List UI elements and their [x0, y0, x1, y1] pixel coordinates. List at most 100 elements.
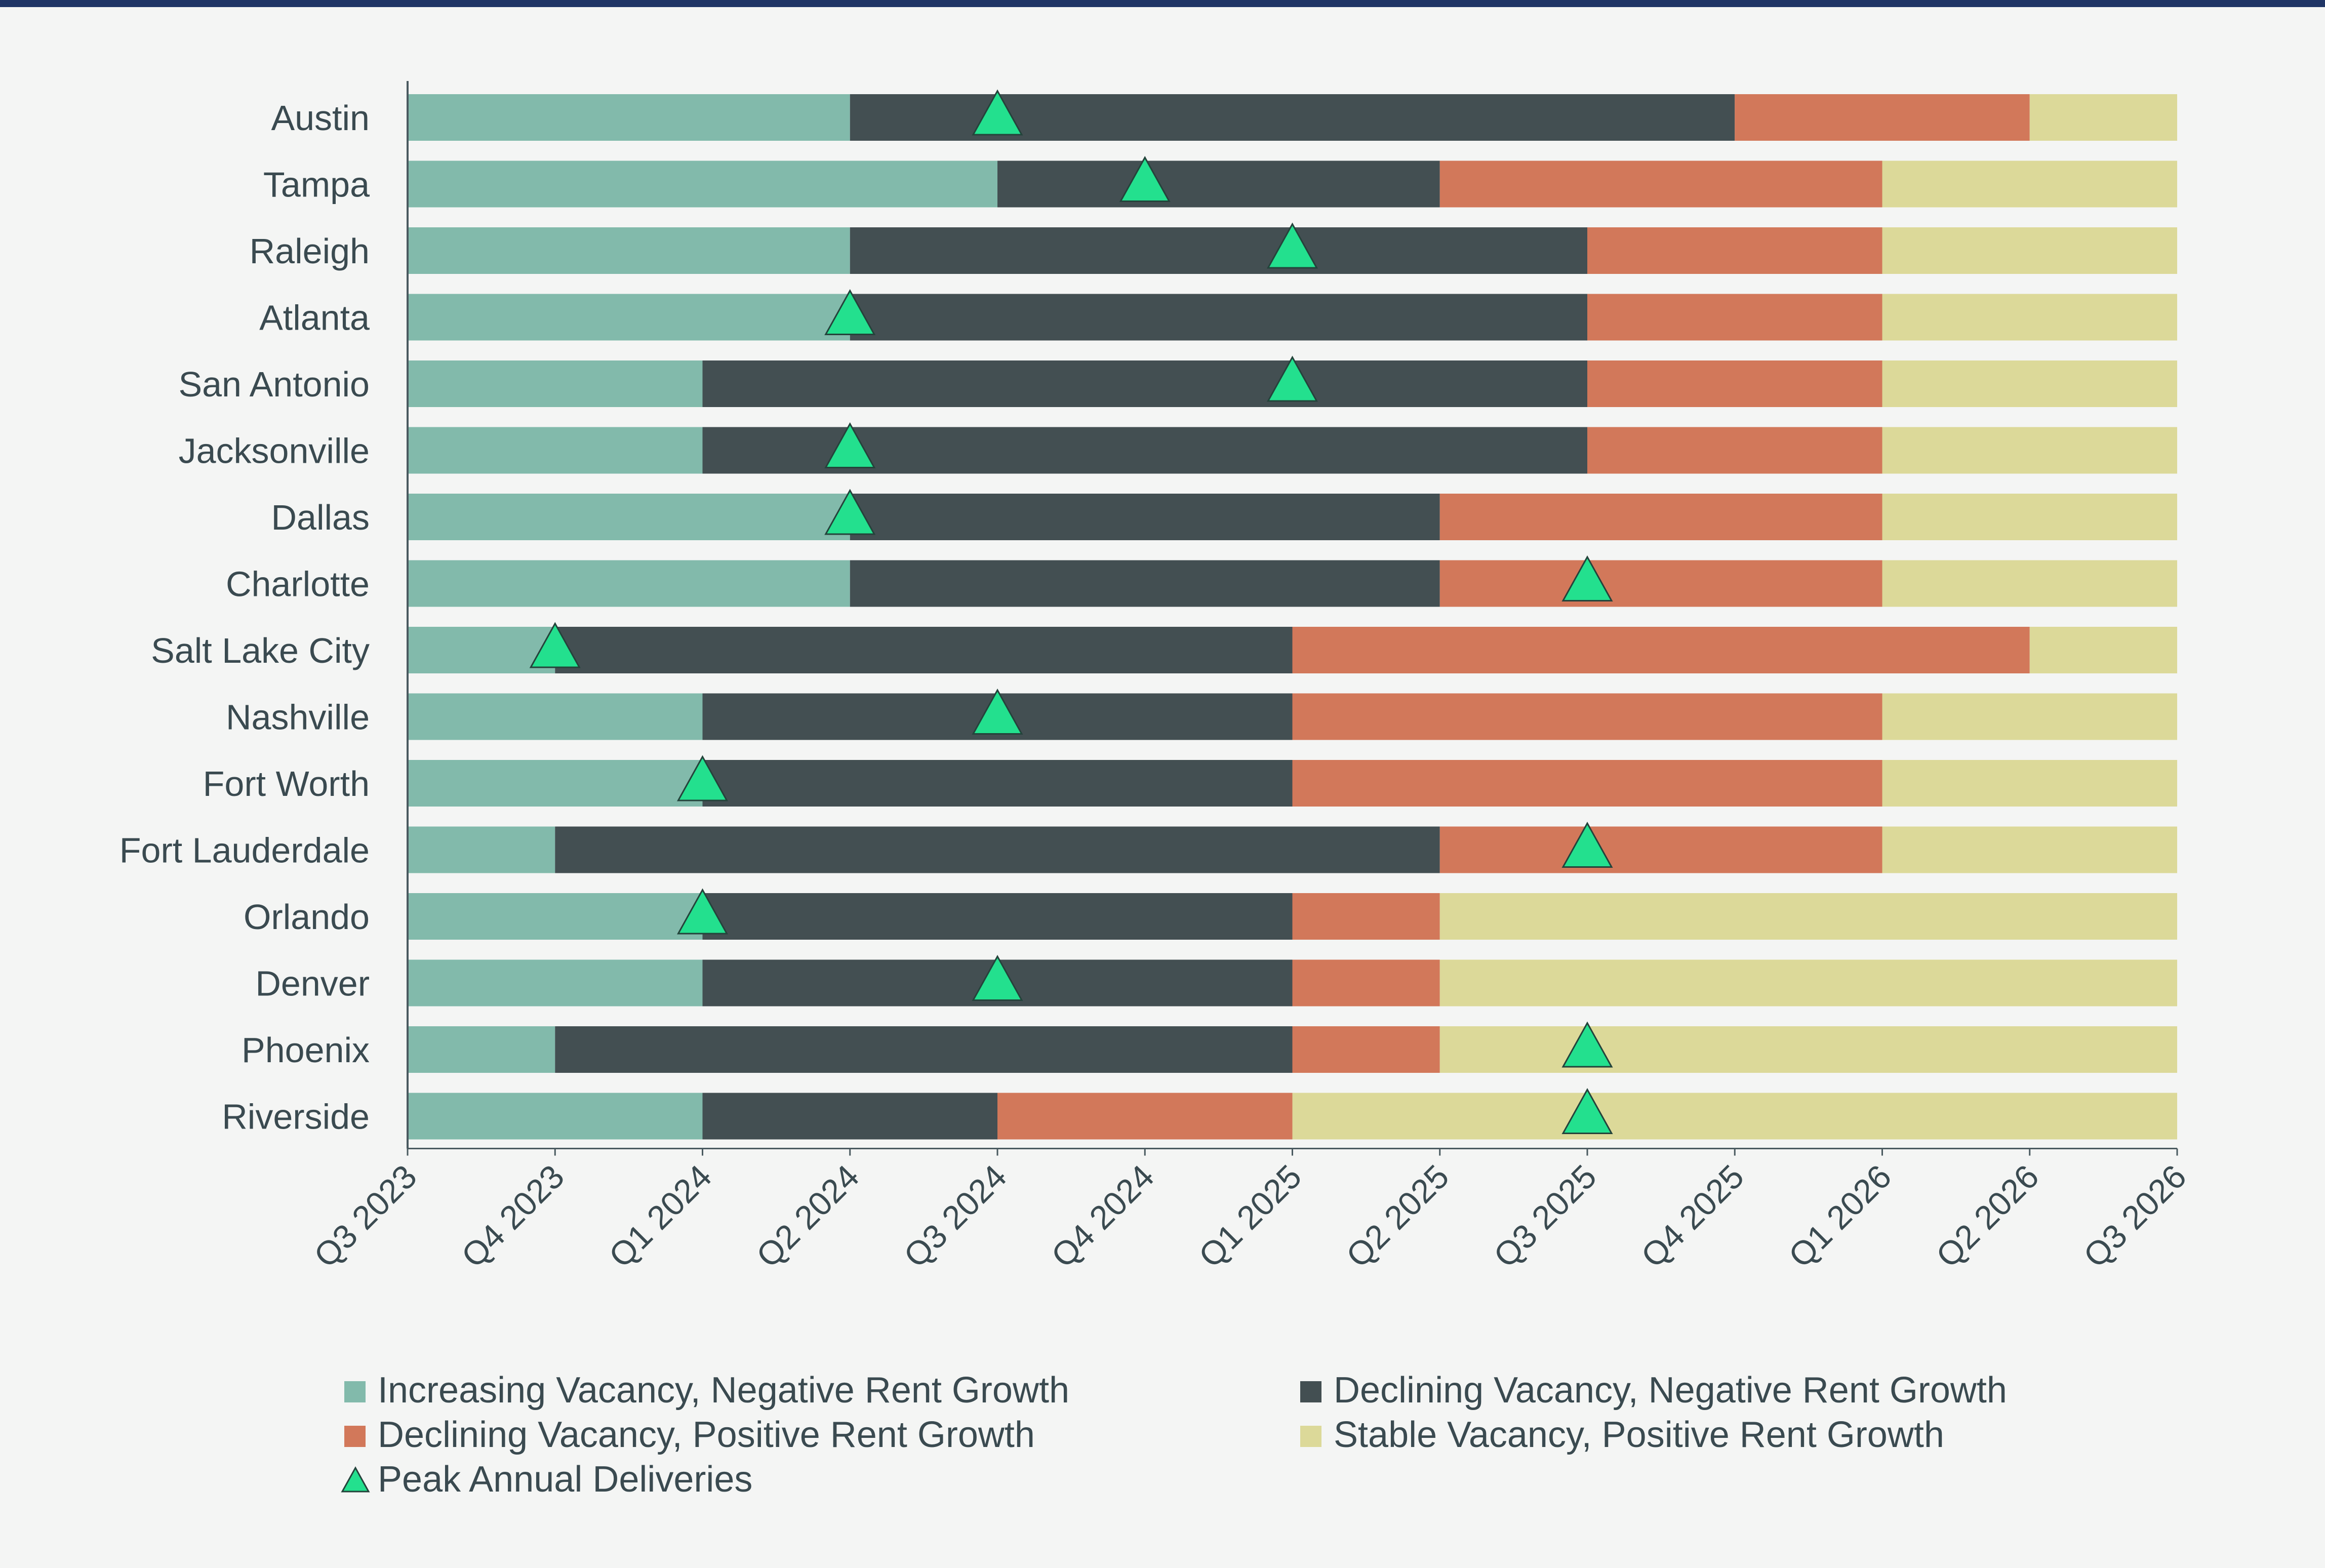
- legend-label-increasing_negative: Increasing Vacancy, Negative Rent Growth: [378, 1370, 1069, 1411]
- x-tick-label-q4-2024: Q4 2024: [1044, 1157, 1161, 1274]
- peak-markers: [529, 89, 1613, 1134]
- bar-raleigh-increasing_negative: [408, 227, 850, 274]
- peak-marker-charlotte: [1561, 555, 1613, 601]
- bar-jacksonville-increasing_negative: [408, 427, 703, 474]
- bar-fort-lauderdale-stable_positive: [1882, 826, 2177, 873]
- market-label-orlando: Orlando: [244, 897, 370, 937]
- bar-fort-lauderdale-declining_negative: [555, 826, 1440, 873]
- bar-riverside-declining_positive: [997, 1093, 1293, 1140]
- legend-swatch-declining_positive: [344, 1426, 366, 1447]
- bar-nashville-increasing_negative: [408, 693, 703, 740]
- x-tick-label-q1-2026: Q1 2026: [1781, 1157, 1898, 1274]
- peak-marker-orlando: [676, 888, 729, 935]
- bar-tampa-increasing_negative: [408, 160, 997, 208]
- bar-denver-stable_positive: [1439, 959, 2177, 1007]
- peak-marker-nashville: [972, 689, 1023, 735]
- bar-salt-lake-city-declining_negative: [555, 627, 1293, 673]
- bar-charlotte-declining_positive: [1439, 560, 1882, 607]
- bar-charlotte-declining_negative: [850, 560, 1440, 607]
- peak-marker-raleigh: [1266, 222, 1318, 269]
- bar-tampa-stable_positive: [1882, 160, 2177, 208]
- bar-dallas-declining_positive: [1439, 494, 1882, 540]
- bar-orlando-declining_negative: [702, 893, 1293, 940]
- legend-label-stable_positive: Stable Vacancy, Positive Rent Growth: [1334, 1415, 1944, 1455]
- bar-austin-declining_positive: [1735, 94, 2030, 141]
- bar-riverside-declining_negative: [702, 1093, 997, 1140]
- market-label-tampa: Tampa: [263, 165, 370, 205]
- x-tick-label-q3-2026: Q3 2026: [2076, 1157, 2193, 1274]
- x-tick-label-q3-2025: Q3 2025: [1487, 1157, 1604, 1274]
- bar-charlotte-increasing_negative: [408, 560, 850, 607]
- x-tick-label-q3-2024: Q3 2024: [897, 1157, 1014, 1274]
- peak-marker-jacksonville: [824, 422, 876, 468]
- legend-label-declining_negative: Declining Vacancy, Negative Rent Growth: [1334, 1370, 2007, 1411]
- bar-fort-lauderdale-increasing_negative: [408, 826, 555, 873]
- bar-salt-lake-city-stable_positive: [2029, 627, 2177, 673]
- market-label-fort-worth: Fort Worth: [203, 764, 370, 803]
- legend-label-peak: Peak Annual Deliveries: [378, 1459, 752, 1500]
- bar-san-antonio-declining_positive: [1587, 360, 1882, 407]
- bar-raleigh-stable_positive: [1882, 227, 2177, 274]
- bar-raleigh-declining_negative: [850, 227, 1587, 274]
- legend-swatch-peak: [341, 1466, 370, 1493]
- bar-jacksonville-stable_positive: [1882, 427, 2177, 474]
- x-tick-label-q3-2023: Q3 2023: [307, 1157, 424, 1274]
- peak-marker-riverside: [1561, 1088, 1613, 1134]
- market-labels: Austin Tampa Raleigh Atlanta San Antonio Jack…: [119, 98, 370, 1137]
- top-rule: [0, 0, 2325, 7]
- bar-nashville-stable_positive: [1882, 693, 2177, 740]
- bar-atlanta-stable_positive: [1882, 294, 2177, 341]
- x-tick-label-q1-2025: Q1 2025: [1191, 1157, 1308, 1274]
- market-label-dallas: Dallas: [271, 498, 370, 537]
- market-label-denver: Denver: [255, 964, 370, 1003]
- market-label-salt-lake-city: Salt Lake City: [151, 631, 370, 670]
- bar-denver-increasing_negative: [408, 959, 703, 1007]
- bar-phoenix-declining_positive: [1292, 1026, 1440, 1073]
- peak-marker-atlanta: [824, 289, 876, 335]
- x-tick-label-q1-2024: Q1 2024: [602, 1157, 718, 1274]
- bar-riverside-stable_positive: [1292, 1093, 2177, 1140]
- x-tick-label-q2-2024: Q2 2024: [749, 1157, 866, 1274]
- bar-fort-lauderdale-declining_positive: [1439, 826, 1882, 873]
- market-label-fort-lauderdale: Fort Lauderdale: [119, 831, 370, 870]
- legend-swatch-stable_positive: [1300, 1426, 1321, 1447]
- bar-fort-worth-declining_positive: [1292, 760, 1882, 807]
- legend: Increasing Vacancy, Negative Rent Growth…: [341, 1370, 2007, 1500]
- bar-salt-lake-city-increasing_negative: [408, 627, 555, 673]
- peak-marker-fort-worth: [676, 755, 729, 801]
- bar-austin-stable_positive: [2029, 94, 2177, 141]
- peak-marker-phoenix: [1561, 1021, 1613, 1068]
- bar-austin-increasing_negative: [408, 94, 850, 141]
- peak-marker-san-antonio: [1266, 355, 1318, 402]
- bar-tampa-declining_negative: [997, 160, 1440, 208]
- market-label-san-antonio: San Antonio: [178, 365, 370, 404]
- peak-marker-denver: [972, 955, 1023, 1001]
- market-label-phoenix: Phoenix: [242, 1030, 370, 1070]
- bar-phoenix-increasing_negative: [408, 1026, 555, 1073]
- peak-marker-dallas: [824, 489, 876, 535]
- market-label-nashville: Nashville: [226, 698, 370, 737]
- peak-marker-fort-lauderdale: [1561, 822, 1613, 868]
- bar-charlotte-stable_positive: [1882, 560, 2177, 607]
- market-label-austin: Austin: [271, 98, 370, 138]
- market-label-raleigh: Raleigh: [250, 231, 370, 271]
- bar-dallas-increasing_negative: [408, 494, 850, 540]
- legend-swatch-increasing_negative: [344, 1381, 366, 1402]
- bar-orlando-declining_positive: [1292, 893, 1440, 940]
- legend-swatch-declining_negative: [1300, 1381, 1321, 1402]
- peak-marker-salt-lake-city: [529, 622, 581, 668]
- bar-nashville-declining_positive: [1292, 693, 1882, 740]
- bar-fort-worth-declining_negative: [702, 760, 1293, 807]
- market-label-charlotte: Charlotte: [226, 565, 370, 604]
- x-tick-label-q2-2026: Q2 2026: [1929, 1157, 2046, 1274]
- x-tick-label-q4-2025: Q4 2025: [1634, 1157, 1751, 1274]
- market-label-atlanta: Atlanta: [259, 298, 370, 338]
- bar-atlanta-declining_positive: [1587, 294, 1882, 341]
- bar-orlando-increasing_negative: [408, 893, 703, 940]
- bar-phoenix-stable_positive: [1439, 1026, 2177, 1073]
- x-tick-label-q2-2025: Q2 2025: [1339, 1157, 1456, 1274]
- market-label-jacksonville: Jacksonville: [179, 431, 370, 471]
- market-label-riverside: Riverside: [222, 1097, 370, 1137]
- bar-raleigh-declining_positive: [1587, 227, 1882, 274]
